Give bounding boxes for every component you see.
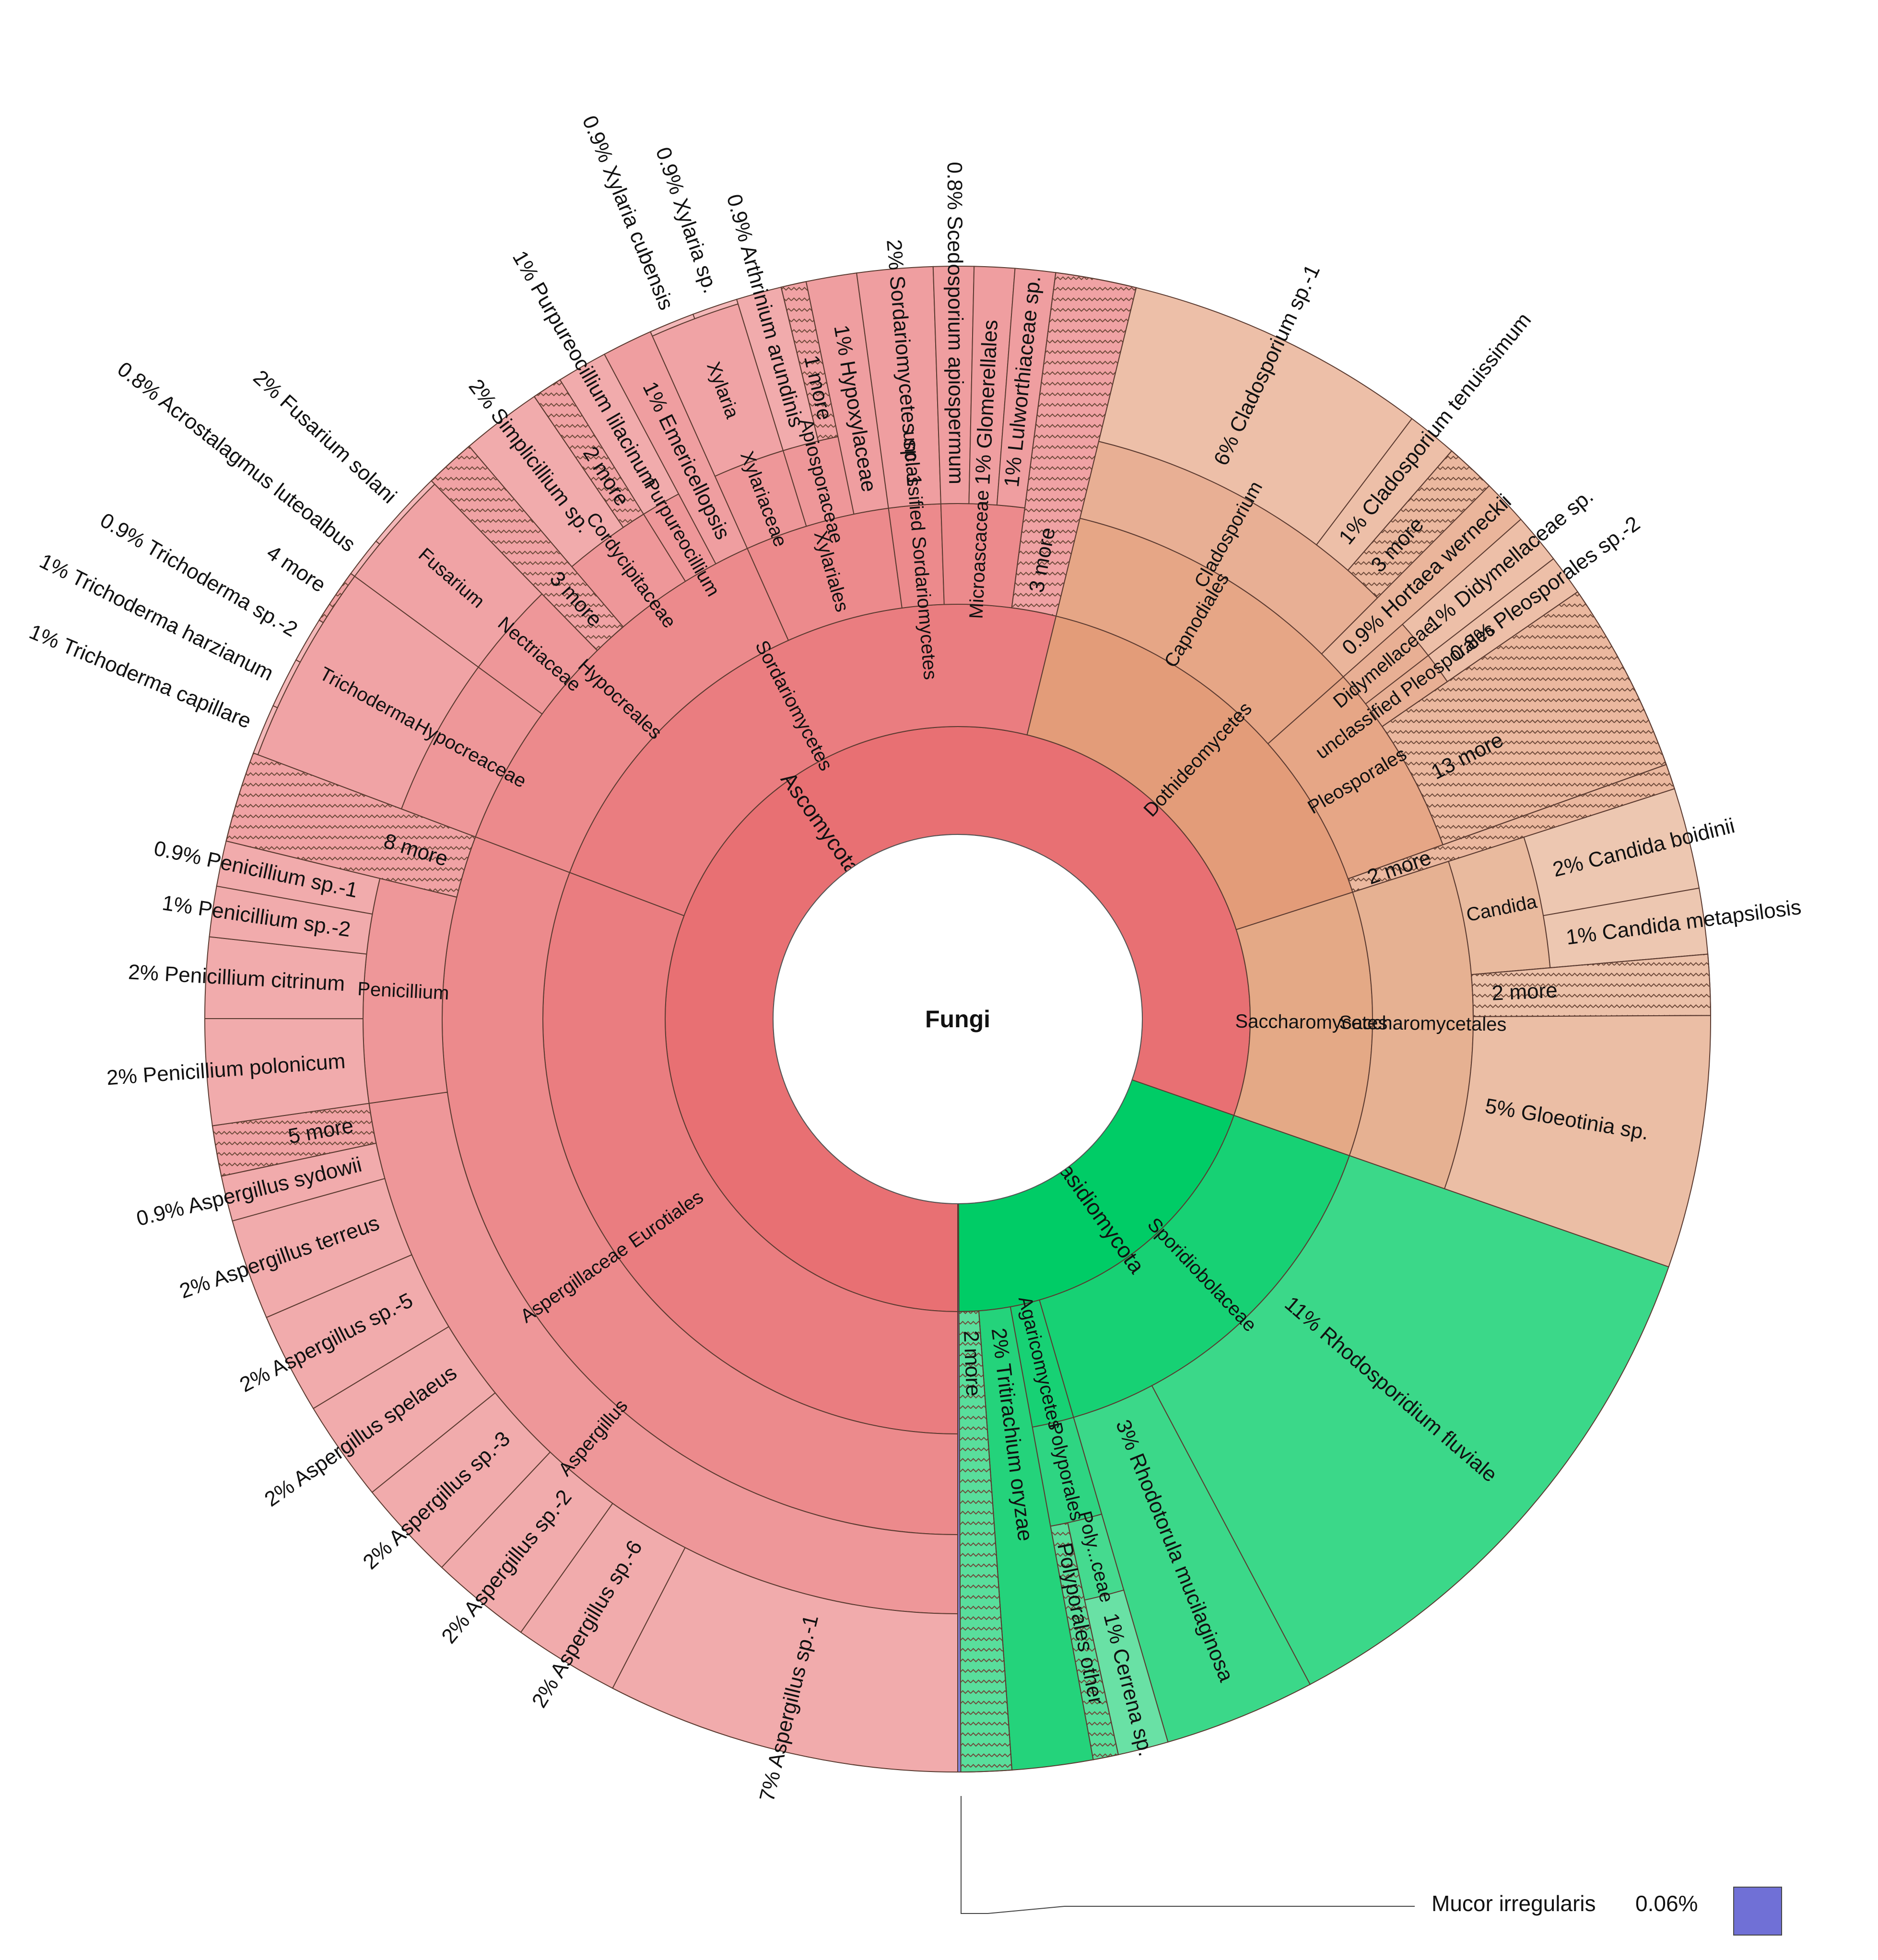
legend-label: Mucor irregularis (1432, 1891, 1596, 1916)
legend-pct: 0.06% (1635, 1891, 1698, 1916)
sunburst-segments (204, 266, 1711, 1773)
label-2-more: 2 more (1491, 979, 1558, 1005)
label-scedosporium-apiospermum: 0.8% Scedosporium apiospermum (943, 162, 968, 484)
label-penicillium: Penicillium (357, 978, 449, 1004)
legend-swatch (1733, 1887, 1782, 1936)
segment-mucor-irregularis[interactable] (957, 1311, 962, 1773)
label-trichoderma-sp-2: 0.9% Trichoderma sp.-2 (96, 508, 301, 642)
legend: Mucor irregularis 0.06% (961, 1796, 1782, 1936)
label-4-more: 4 more (262, 540, 330, 597)
label-saccharomycetes: Saccharomycetes (1235, 1011, 1387, 1034)
label-trichoderma-harzianum: 1% Trichoderma harzianum (36, 549, 277, 685)
label-saccharomycetales: Saccharomycetales (1339, 1012, 1507, 1035)
segment-rhodosporidium-fluviale[interactable] (1151, 1155, 1669, 1685)
label-xylaria-cubensis: 0.9% Xylaria cubensis (577, 112, 678, 313)
center-hole (773, 834, 1143, 1204)
legend-leader-line (961, 1796, 1415, 1914)
label-acrostalagmus-luteoalbus: 0.8% Acrostalagmus luteoalbus (113, 357, 360, 556)
segment-mucoromycota[interactable] (957, 1203, 960, 1313)
center-label: Fungi (925, 1006, 990, 1033)
label-2-more: 2 more (959, 1330, 985, 1397)
